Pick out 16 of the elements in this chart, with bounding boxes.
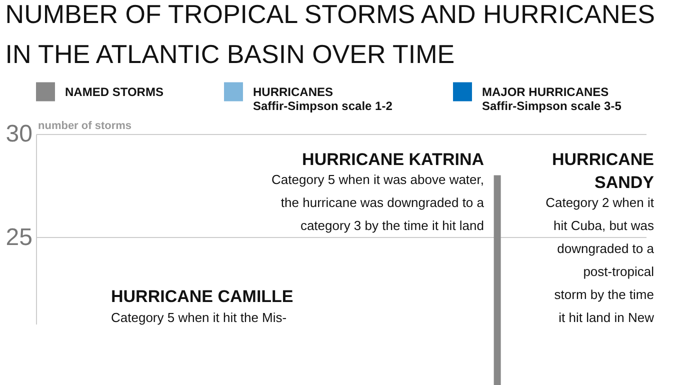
y-tick-label: 25 (6, 224, 32, 251)
y-axis-title: number of storms (38, 120, 132, 132)
text: Saffir-Simpson scale 1-2 (253, 98, 393, 113)
text: Saffir-Simpson scale 3-5 (482, 98, 622, 113)
text: IN THE ATLANTIC BASIN OVER TIME (5, 39, 455, 69)
legend-label: HURRICANES (253, 84, 334, 99)
annotation: HURRICANE SANDY (552, 150, 655, 192)
text: NUMBER OF TROPICAL STORMS AND HURRICANES (5, 0, 655, 29)
annotation: Category 2 when it hit Cuba, but was downgraded to a post-tropical storm by the time it hit land in New (546, 195, 655, 325)
annotation: Category 5 when it hit the Mis- (111, 310, 287, 325)
legend-label: NAMED STORMS (65, 84, 164, 99)
annotation: HURRICANE CAMILLE (111, 287, 294, 306)
annotation: HURRICANE KATRINA (302, 150, 484, 169)
y-tick-label: 30 (6, 120, 32, 148)
legend-label: MAJOR HURRICANES (482, 84, 609, 99)
annotation: Category 5 when it was above water, the hurricane was downgraded to a category 3 by the time it hit land (272, 172, 485, 233)
